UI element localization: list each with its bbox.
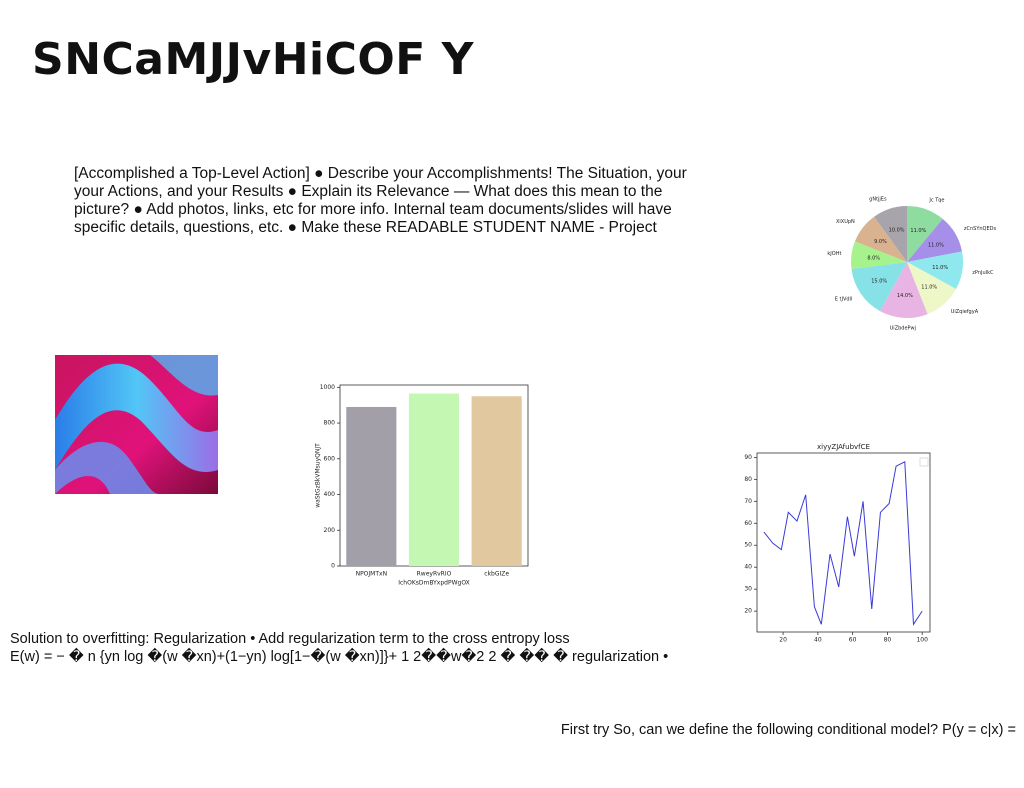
slice-label: kJOHt: [827, 251, 841, 257]
x-tick-label: 100: [916, 637, 928, 644]
y-tick-label: 20: [744, 608, 752, 615]
y-tick-label: 40: [744, 564, 752, 571]
pie-slice: [854, 216, 907, 262]
y-axis-label: waStGzBkVMsuyQNJT: [315, 443, 322, 508]
pie-slice: [880, 262, 928, 319]
slice-label: Jc Tqe: [928, 197, 944, 203]
x-tick-label: 80: [884, 637, 892, 644]
bar: [471, 396, 522, 566]
legend-box: [919, 457, 929, 467]
body-text: [Accomplished a Top-Level Action] ● Desc…: [74, 165, 687, 236]
y-tick-label: 80: [744, 476, 752, 483]
plot-frame: [756, 452, 931, 633]
pie-slice: [851, 241, 907, 270]
x-tick-label: 20: [779, 637, 787, 644]
text-line: Solution to overfitting: Regularization …: [10, 631, 570, 647]
chart-title: xiyyZJAfubvfCE: [817, 443, 870, 451]
bar: [346, 406, 397, 566]
x-tick-label: ckbGIZe: [484, 571, 509, 578]
y-tick-label: 30: [744, 586, 752, 593]
x-tick-label: RweyRvRIO: [417, 571, 452, 578]
x-tick-label: NPOJMTxN: [356, 571, 387, 578]
value-label: 11.0%: [932, 265, 948, 271]
y-tick-label: 50: [744, 542, 752, 549]
pie-slice: [907, 251, 964, 289]
slice-label: gNtjjEs: [869, 197, 887, 203]
slice-label: XiXUpN: [836, 219, 855, 225]
value-label: 14.0%: [897, 293, 913, 299]
y-tick-label: 60: [744, 520, 752, 527]
value-label: 11.0%: [928, 242, 944, 248]
y-tick-label: 400: [324, 491, 336, 498]
x-tick-label: 60: [849, 637, 857, 644]
value-label: 11.0%: [921, 285, 937, 291]
y-tick-label: 70: [744, 498, 752, 505]
y-tick-label: 90: [744, 454, 752, 461]
solution-text: Solution to overfitting: Regularization …: [10, 630, 668, 666]
abstract-image: [55, 355, 218, 494]
slice-label: zPnJuIkC: [972, 270, 994, 276]
value-label: 10.0%: [889, 228, 905, 234]
pie-slice: [907, 262, 957, 315]
slice-label: UiZbdePwj: [890, 325, 916, 331]
pie-slice: [874, 206, 907, 262]
footer-text: First try So, can we define the followin…: [560, 722, 1016, 738]
y-tick-label: 200: [324, 527, 336, 534]
data-line: [763, 460, 923, 626]
value-label: 11.0%: [910, 228, 926, 234]
slide-title: SNCaMJJvHiCOF Y: [32, 34, 475, 85]
value-label: 9.0%: [874, 239, 887, 245]
slice-label: UiZqiefgyA: [951, 309, 979, 315]
slice-label: E tJVdll: [835, 297, 853, 303]
x-axis-label: IchOKsDmBYxpdPWgOX: [398, 580, 470, 587]
y-tick-label: 1000: [320, 384, 335, 391]
x-tick-label: 40: [814, 637, 822, 644]
slice-label: zCnSYnQEDs: [964, 226, 997, 232]
pie-slice: [907, 206, 943, 262]
pie-slice: [851, 262, 907, 312]
text-line: E(w) = − � n {yn log �(w �xn)+(1−yn) log…: [10, 649, 669, 665]
pie-slice: [907, 218, 963, 262]
y-tick-label: 600: [324, 455, 336, 462]
value-label: 8.0%: [867, 255, 880, 261]
y-tick-label: 800: [324, 420, 336, 427]
value-label: 15.0%: [871, 278, 887, 284]
y-tick-label: 0: [331, 563, 335, 570]
bar: [408, 393, 460, 566]
